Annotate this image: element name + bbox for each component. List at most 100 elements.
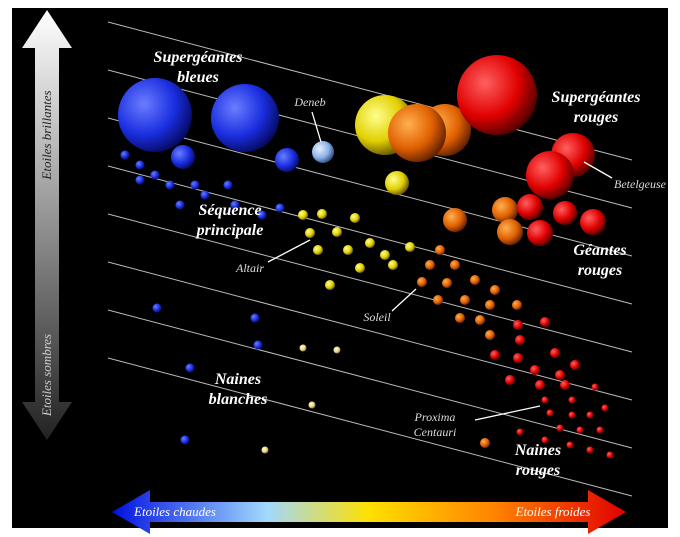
star (490, 285, 500, 295)
star (541, 436, 549, 444)
star (305, 228, 315, 238)
star (165, 180, 175, 190)
star (118, 78, 192, 152)
region: principale (195, 222, 264, 239)
star (385, 171, 409, 195)
region: bleues (177, 69, 219, 86)
star (555, 370, 565, 380)
star (365, 238, 375, 248)
star-name: Altair (235, 261, 264, 275)
star (586, 411, 594, 419)
temperature-arrow (112, 490, 626, 534)
labels: Supergéantes bleues Supergéantes rouges Séqu… (154, 49, 667, 479)
star (606, 451, 614, 459)
pointer (311, 111, 322, 143)
star (475, 315, 485, 325)
star (485, 300, 495, 310)
star (580, 209, 606, 235)
star (505, 375, 515, 385)
star (513, 320, 523, 330)
star (299, 344, 307, 352)
star (333, 346, 341, 354)
star (425, 260, 435, 270)
star (530, 365, 540, 375)
star (516, 428, 524, 436)
bright-label: Etoiles brillantes (39, 90, 54, 180)
star (457, 55, 537, 135)
star (332, 227, 342, 237)
star (298, 210, 308, 220)
star (586, 446, 594, 454)
star (570, 360, 580, 370)
star (568, 396, 576, 404)
star (517, 194, 543, 220)
star (601, 404, 609, 412)
star-name: Betelgeuse (614, 177, 667, 191)
star (257, 210, 267, 220)
star (405, 242, 415, 252)
star (185, 363, 195, 373)
star (512, 300, 522, 310)
star (442, 278, 452, 288)
star (120, 150, 130, 160)
star (417, 277, 427, 287)
star (200, 190, 210, 200)
star (275, 203, 285, 213)
region: rouges (574, 109, 618, 126)
star (560, 380, 570, 390)
star (527, 220, 553, 246)
star (308, 401, 316, 409)
star (492, 197, 518, 223)
star (470, 275, 480, 285)
star-name: Proxima (414, 410, 456, 424)
star (312, 141, 334, 163)
star (180, 435, 190, 445)
region: Séquence (198, 202, 261, 219)
pointer (583, 161, 613, 179)
star (556, 424, 564, 432)
grid-line (107, 309, 633, 449)
star (515, 335, 525, 345)
grid-line (107, 261, 633, 401)
grid-line (107, 21, 633, 161)
star (513, 353, 523, 363)
star (223, 180, 233, 190)
stars (118, 55, 614, 459)
star (576, 426, 584, 434)
star (591, 383, 599, 391)
star (211, 84, 279, 152)
star (388, 104, 446, 162)
star-name: Deneb (293, 95, 325, 109)
hot-label: Etoiles chaudes (133, 504, 216, 519)
star (230, 200, 240, 210)
star (150, 170, 160, 180)
region: rouges (578, 262, 622, 279)
region: Supergéantes (552, 89, 641, 106)
background (12, 8, 668, 528)
star (253, 340, 263, 350)
star (433, 295, 443, 305)
star (450, 260, 460, 270)
region: Supergéantes (154, 49, 243, 66)
luminosity-arrow (22, 10, 72, 440)
region: Naines (214, 371, 261, 388)
star-name: Centauri (414, 425, 457, 439)
star (546, 409, 554, 417)
star (250, 313, 260, 323)
star (135, 160, 145, 170)
star (455, 313, 465, 323)
star (275, 148, 299, 172)
star (443, 208, 467, 232)
dim-label: Etoiles sombres (39, 334, 54, 417)
region: blanches (209, 391, 268, 408)
pointer (474, 405, 541, 421)
star (380, 250, 390, 260)
star (540, 317, 550, 327)
pointer (391, 288, 417, 312)
cold-label: Etoiles froides (515, 504, 591, 519)
star-name: Soleil (363, 310, 391, 324)
region: Géantes (573, 242, 626, 259)
grid-line (107, 213, 633, 353)
